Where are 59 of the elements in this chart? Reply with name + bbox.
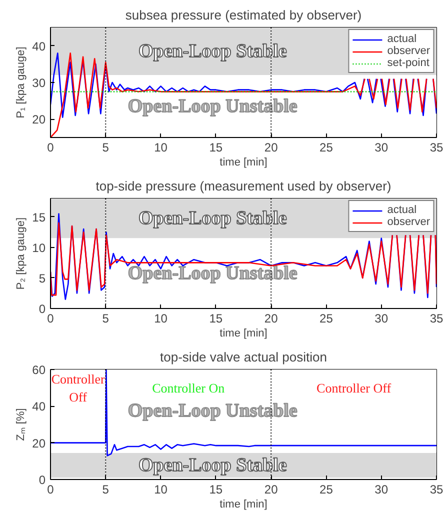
annotation: Controller On — [152, 380, 226, 396]
y-tick-label: 60 — [32, 363, 46, 377]
x-tick-label: 0 — [47, 482, 54, 496]
x-tick-label: 5 — [102, 312, 110, 326]
x-tick-label: 10 — [154, 482, 168, 496]
y-axis-title: P₁ [kpa gauge] — [15, 46, 28, 118]
band-label: Open-Loop Unstable — [128, 96, 298, 117]
x-tick-label: 25 — [320, 312, 334, 326]
y-axis-title: P₂ [kpa gauge] — [15, 217, 28, 290]
x-tick-label: 20 — [264, 140, 278, 154]
x-tick-label: 30 — [374, 140, 388, 154]
legend-label: observer — [387, 45, 430, 57]
y-tick-label: 30 — [32, 76, 46, 90]
x-tick-label: 0 — [47, 140, 54, 154]
annotation: Controller Off — [51, 372, 106, 405]
y-tick-label: 0 — [38, 473, 46, 487]
annotation: Controller Off — [316, 380, 392, 396]
legend-label: actual — [387, 33, 417, 45]
band-label: Open-Loop Unstable — [128, 262, 298, 284]
x-tick-label: 0 — [47, 312, 54, 326]
x-axis-title: time [min] — [220, 156, 268, 168]
y-tick-label: 5 — [38, 271, 46, 286]
y-tick-label: 10 — [32, 240, 46, 255]
x-tick-label: 35 — [430, 482, 444, 496]
x-axis-title: time [min] — [220, 328, 268, 340]
x-axis-title: time [min] — [220, 498, 268, 510]
legend-label: observer — [387, 216, 430, 228]
x-tick-label: 35 — [430, 312, 444, 326]
x-tick-label: 20 — [264, 312, 278, 326]
x-tick-label: 10 — [154, 312, 168, 326]
band-label: Open-Loop Stable — [138, 208, 287, 229]
x-tick-label: 15 — [209, 482, 223, 496]
y-tick-label: 40 — [32, 400, 46, 414]
y-tick-label: 40 — [32, 39, 46, 54]
x-tick-label: 30 — [374, 312, 388, 326]
band-label: Open-Loop Stable — [138, 454, 287, 476]
x-tick-label: 25 — [320, 140, 334, 154]
x-tick-label: 20 — [264, 482, 278, 496]
y-tick-label: 20 — [32, 112, 46, 127]
x-tick-label: 10 — [154, 140, 168, 154]
y-tick-label: 15 — [32, 210, 46, 224]
chart-title: top-side valve actual position — [160, 350, 327, 364]
x-tick-label: 5 — [102, 140, 110, 154]
band-label: Open-Loop Stable — [138, 40, 287, 62]
chart-title: top-side pressure (measurement used by observer) — [96, 178, 392, 194]
line-series — [50, 370, 436, 456]
x-tick-label: 15 — [209, 140, 223, 154]
y-tick-label: 20 — [32, 436, 46, 450]
x-tick-label: 30 — [374, 482, 388, 496]
y-axis-title: Zₘ [%] — [15, 408, 28, 441]
chart-title: subsea pressure (estimated by observer) — [125, 8, 362, 22]
x-tick-label: 35 — [430, 140, 444, 154]
x-tick-label: 25 — [320, 482, 334, 496]
band-label: Open-Loop Unstable — [128, 400, 298, 422]
legend-label: actual — [387, 204, 417, 216]
legend-label: set-point — [387, 57, 430, 69]
x-tick-label: 5 — [102, 482, 110, 496]
y-tick-label: 0 — [38, 302, 46, 316]
x-tick-label: 15 — [209, 312, 223, 326]
